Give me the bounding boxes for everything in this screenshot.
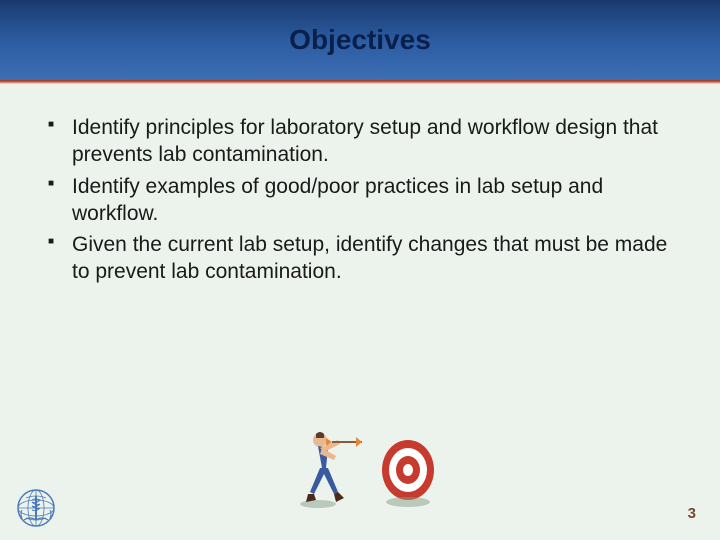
slide-title: Objectives — [289, 24, 431, 56]
slide-body: Identify principles for laboratory setup… — [0, 84, 720, 540]
list-item: Identify principles for laboratory setup… — [40, 114, 680, 169]
page-number: 3 — [688, 505, 696, 522]
target-illustration — [280, 420, 440, 510]
slide-header: Objectives — [0, 0, 720, 80]
person-target-icon — [280, 420, 440, 510]
slide-container: Objectives Identify principles for labor… — [0, 0, 720, 540]
list-item: Given the current lab setup, identify ch… — [40, 231, 680, 286]
who-logo-icon — [16, 488, 56, 528]
list-item: Identify examples of good/poor practices… — [40, 173, 680, 228]
bullet-list: Identify principles for laboratory setup… — [40, 114, 680, 286]
